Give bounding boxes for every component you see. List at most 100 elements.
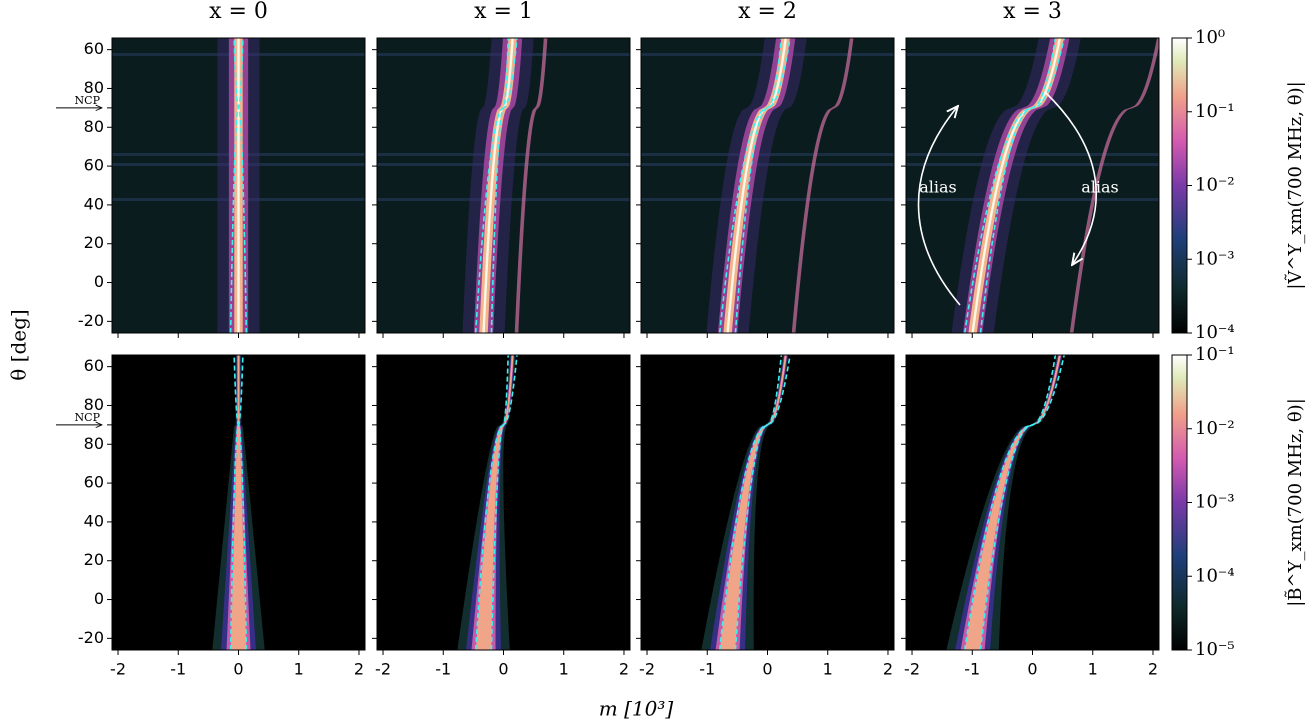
dashed-curve xyxy=(229,355,240,650)
noise-band xyxy=(906,198,1159,201)
dashed-curve xyxy=(237,38,248,333)
x-tick-label: 0 xyxy=(498,660,508,679)
dashed-curve xyxy=(474,355,510,650)
y-tick-label: NCP xyxy=(75,94,101,107)
dashed-curve xyxy=(734,355,791,650)
colorbar-tick-label: 10⁻¹ xyxy=(1195,101,1235,122)
x-tick-label: 2 xyxy=(619,660,629,679)
dashed-curve xyxy=(718,38,783,333)
x-tick-label: -1 xyxy=(699,660,715,679)
colorbar-tick-label: 10⁻³ xyxy=(1195,492,1235,513)
colorbar-tick-label: 10⁻³ xyxy=(1195,248,1235,269)
x-tick-label: 2 xyxy=(883,660,893,679)
glow xyxy=(237,38,240,333)
panel-bg xyxy=(906,355,1159,650)
y-tick-label: -20 xyxy=(78,628,104,647)
x-tick-label: 1 xyxy=(823,660,833,679)
colorbar xyxy=(1171,354,1188,651)
colorbar-label: |B̃^Y_xm(700 MHz, θ)| xyxy=(1284,398,1306,607)
colorbar-label: |Ṽ^Y_xm(700 MHz, θ)| xyxy=(1284,81,1306,289)
x-tick-label: 1 xyxy=(1088,660,1098,679)
noise-band xyxy=(906,53,1159,56)
y-tick-label: 60 xyxy=(84,156,104,175)
annotation: alias xyxy=(919,178,957,197)
colorbar-tick-label: 10⁰ xyxy=(1195,27,1225,48)
x-tick-label: 0 xyxy=(762,660,772,679)
glow xyxy=(726,38,787,333)
x-tick-label: -1 xyxy=(964,660,980,679)
colorbar-tick-label: 10⁻⁴ xyxy=(1195,322,1235,343)
x-tick-label: -1 xyxy=(435,660,451,679)
dashed-curve xyxy=(474,38,510,333)
dashed-curve xyxy=(490,38,518,333)
x-tick-label: 1 xyxy=(559,660,569,679)
noise-band xyxy=(906,153,1159,156)
y-tick-label: 20 xyxy=(84,550,104,569)
panel-title: x = 2 xyxy=(738,0,797,24)
x-axis-label: m [10³] xyxy=(599,697,674,721)
colorbar-tick-label: 10⁻⁴ xyxy=(1195,565,1235,586)
heatmap-panel xyxy=(906,355,1159,650)
alias-arrow xyxy=(1044,91,1097,265)
dashed-curve xyxy=(963,355,1057,650)
panel-bg xyxy=(641,355,894,650)
heatmap-panel xyxy=(377,355,630,650)
panel-title: x = 3 xyxy=(1003,0,1062,24)
x-tick-label: -2 xyxy=(110,660,126,679)
x-tick-label: 0 xyxy=(233,660,243,679)
heatmap-panel xyxy=(377,38,630,333)
heatmap-panel xyxy=(906,38,1159,333)
dashed-curve xyxy=(229,38,240,333)
noise-band xyxy=(906,163,1159,166)
y-tick-label: 80 xyxy=(84,395,104,414)
y-tick-label: 20 xyxy=(84,233,104,252)
alias-glow xyxy=(514,38,548,333)
x-tick-label: 2 xyxy=(354,660,364,679)
x-tick-label: -2 xyxy=(904,660,920,679)
panel-title: x = 0 xyxy=(209,0,268,24)
colorbar-tick-label: 10⁻² xyxy=(1195,418,1235,439)
dashed-curve xyxy=(718,355,783,650)
x-tick-label: 2 xyxy=(1148,660,1158,679)
dashed-curve xyxy=(979,355,1065,650)
glow xyxy=(719,355,787,650)
dashed-curve xyxy=(963,38,1057,333)
y-tick-label: 0 xyxy=(94,589,104,608)
dashed-curve xyxy=(979,38,1065,333)
x-tick-label: -1 xyxy=(170,660,186,679)
colorbar-tick-label: 10⁻⁵ xyxy=(1195,639,1235,660)
x-tick-label: -2 xyxy=(375,660,391,679)
annotation: alias xyxy=(1081,178,1119,197)
dashed-curve xyxy=(734,38,791,333)
colorbar-tick-label: 10⁻¹ xyxy=(1195,344,1235,365)
y-tick-label: 60 xyxy=(84,356,104,375)
y-tick-label: 60 xyxy=(84,473,104,492)
y-tick-label: 80 xyxy=(84,117,104,136)
colorbar xyxy=(1171,37,1188,334)
y-tick-label: 80 xyxy=(84,434,104,453)
y-tick-label: 40 xyxy=(84,194,104,213)
glow xyxy=(475,355,514,650)
dashed-curve xyxy=(490,355,518,650)
x-tick-label: 1 xyxy=(294,660,304,679)
heatmap-panel xyxy=(641,38,894,333)
dashed-curve xyxy=(237,355,248,650)
colorbar-tick-label: 10⁻² xyxy=(1195,175,1235,196)
y-tick-label: 0 xyxy=(94,272,104,291)
y-tick-label: -20 xyxy=(78,311,104,330)
x-tick-label: 0 xyxy=(1027,660,1037,679)
alias-glow xyxy=(791,38,854,333)
y-tick-label: NCP xyxy=(75,411,101,424)
glow xyxy=(964,355,1061,650)
noise-band xyxy=(641,198,894,201)
glow xyxy=(479,38,517,333)
y-tick-label: 80 xyxy=(84,78,104,97)
glow xyxy=(230,355,247,650)
heatmap-panel xyxy=(641,355,894,650)
y-axis-label: θ [deg] xyxy=(7,309,31,380)
alias-arrow xyxy=(917,106,961,306)
x-tick-label: -2 xyxy=(639,660,655,679)
heatmap-panel xyxy=(112,38,365,333)
panel-title: x = 1 xyxy=(474,0,533,24)
